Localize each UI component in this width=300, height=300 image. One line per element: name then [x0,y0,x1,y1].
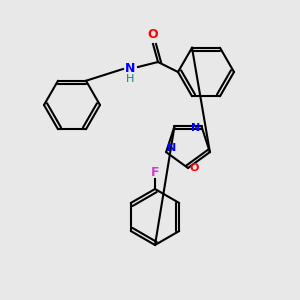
Text: F: F [151,166,159,178]
Text: H: H [126,74,134,84]
Text: O: O [189,163,199,173]
Text: N: N [167,143,176,153]
Text: O: O [148,28,158,41]
Text: N: N [125,62,135,76]
Text: N: N [191,123,200,134]
